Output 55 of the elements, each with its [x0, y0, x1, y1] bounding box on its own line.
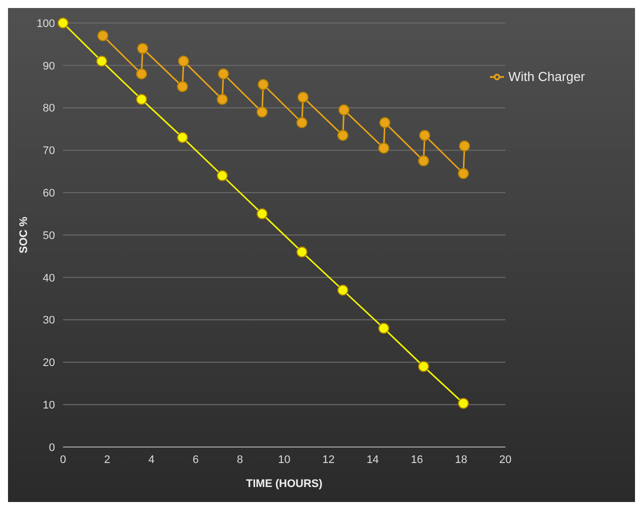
point: [216, 94, 228, 105]
x-tick-label: 6: [192, 454, 199, 466]
y-tick-label: 10: [42, 400, 55, 412]
point: [378, 322, 390, 334]
legend-label: With Charger: [508, 69, 585, 84]
point: [419, 130, 430, 141]
point: [136, 68, 148, 80]
x-tick-label: 14: [366, 454, 379, 466]
x-tick-label: 8: [236, 454, 244, 466]
point: [96, 56, 108, 67]
point: [97, 30, 108, 42]
y-tick-label: 40: [42, 272, 55, 284]
point: [58, 18, 68, 28]
y-tick-label: 90: [42, 60, 55, 72]
x-tick-label: 20: [499, 454, 512, 466]
y-tick-label: 80: [42, 102, 55, 115]
point: [296, 117, 308, 128]
y-tick-label: 60: [42, 188, 55, 200]
y-tick-label: 50: [42, 230, 55, 242]
y-tick-label: 20: [42, 357, 55, 370]
point: [338, 104, 350, 116]
x-tick-label: 4: [148, 454, 155, 466]
x-tick-label: 0: [60, 454, 66, 466]
point: [378, 142, 390, 154]
x-tick-label: 12: [322, 454, 335, 466]
point: [178, 56, 190, 67]
y-tick-label: 0: [48, 442, 55, 454]
y-axis-title: SOC %: [18, 216, 30, 254]
point: [258, 78, 269, 90]
point: [379, 117, 390, 128]
point: [136, 94, 148, 105]
point: [256, 208, 268, 220]
point: [458, 168, 469, 180]
point: [176, 132, 188, 143]
point: [216, 170, 228, 182]
y-tick-label: 100: [36, 18, 55, 30]
point: [337, 284, 348, 296]
x-tick-label: 16: [410, 454, 424, 466]
y-tick-label: 30: [42, 314, 55, 327]
x-tick-label: 18: [455, 454, 468, 466]
x-tick-label: 10: [278, 454, 290, 466]
point: [256, 106, 268, 118]
point: [458, 398, 469, 409]
point: [298, 92, 309, 103]
x-tick-label: 2: [104, 454, 110, 466]
point: [418, 360, 430, 372]
point: [176, 81, 188, 92]
x-axis-title: TIME (HOURS): [246, 478, 323, 490]
point: [459, 140, 470, 152]
point: [296, 246, 308, 258]
point: [137, 42, 148, 54]
y-tick-label: 70: [42, 145, 55, 158]
point: [337, 130, 348, 141]
point: [418, 155, 430, 166]
point: [218, 68, 229, 80]
